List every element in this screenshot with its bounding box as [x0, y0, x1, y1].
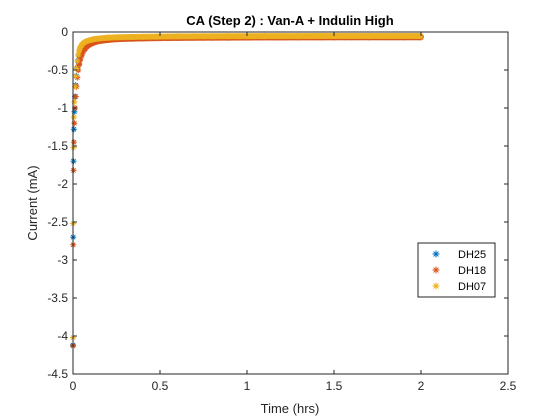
legend-marker [432, 282, 440, 290]
data-point [72, 93, 79, 100]
legend-label: DH25 [458, 249, 486, 261]
data-point [70, 126, 77, 133]
y-tick-label: 0 [61, 25, 68, 39]
y-axis-title: Current (mA) [25, 165, 40, 240]
data-point [71, 120, 78, 127]
data-point [71, 98, 78, 105]
x-tick-label: 0.5 [152, 379, 169, 393]
series-DH07 [70, 33, 424, 341]
x-tick-label: 0 [70, 379, 77, 393]
data-point [70, 167, 77, 174]
legend-marker [432, 250, 440, 258]
data-point [72, 73, 79, 80]
y-tick-label: -0.5 [47, 63, 68, 77]
y-tick-label: -1.5 [47, 139, 68, 153]
legend-box [417, 242, 496, 298]
x-axis-title: Time (hrs) [261, 401, 320, 416]
y-tick-label: -2.5 [47, 215, 68, 229]
chart-title: CA (Step 2) : Van-A + Indulin High [186, 13, 393, 28]
y-axis-ticks: 0 -0.5 -1 -1.5 -2 -2.5 -3 -3.5 -4 -4.5 [47, 25, 508, 381]
data-point [70, 158, 77, 165]
plot-marks [70, 33, 424, 349]
y-tick-label: -3 [57, 253, 68, 267]
y-tick-label: -1 [57, 101, 68, 115]
data-point [70, 144, 77, 151]
data-point [73, 65, 80, 72]
x-axis-ticks: 0 0.5 1 1.5 2 2.5 [70, 32, 517, 393]
legend-label: DH07 [458, 281, 486, 293]
y-tick-label: -4.5 [47, 367, 68, 381]
data-point [70, 139, 77, 146]
x-tick-label: 1.5 [326, 379, 343, 393]
legend-marker [432, 266, 440, 274]
data-point [70, 114, 77, 121]
x-tick-label: 2.5 [500, 379, 517, 393]
y-tick-label: -2 [57, 177, 68, 191]
data-point [74, 57, 81, 64]
y-tick-label: -3.5 [47, 291, 68, 305]
x-tick-label: 2 [418, 379, 425, 393]
y-tick-label: -4 [57, 329, 68, 343]
x-tick-label: 1 [244, 379, 251, 393]
legend: DH25 DH18 DH07 [417, 242, 496, 298]
axes-box [72, 31, 509, 375]
data-point [75, 51, 82, 58]
legend-label: DH18 [458, 265, 486, 277]
